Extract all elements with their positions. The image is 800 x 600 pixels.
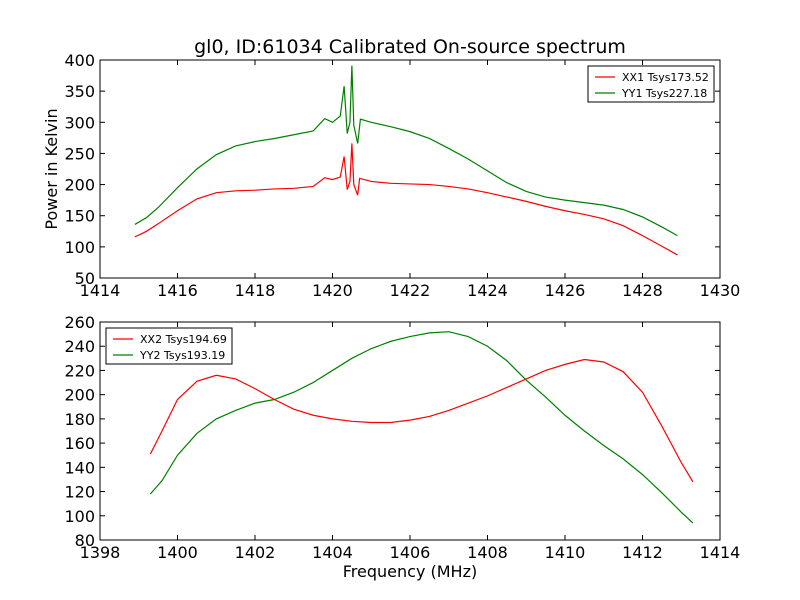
bottom-x-tick-label: 1404	[312, 543, 353, 562]
top-x-tick-label: 1430	[700, 281, 741, 300]
top-y-tick-label: 200	[64, 176, 95, 195]
top-x-tick-label: 1424	[467, 281, 508, 300]
top-series-line-1	[134, 143, 678, 256]
top-y-tick-label: 250	[64, 144, 95, 163]
bottom-y-tick-label: 120	[64, 483, 95, 502]
top-y-tick-label: 150	[64, 207, 95, 226]
top-legend-label-2: YY1 Tsys227.18	[621, 87, 707, 100]
chart-title: gl0, ID:61034 Calibrated On-source spect…	[194, 36, 626, 58]
top-y-tick-label: 300	[64, 113, 95, 132]
bottom-series-line-2	[149, 331, 694, 524]
bottom-series-line-1	[149, 358, 694, 483]
top-y-axis-label: Power in Kelvin	[42, 108, 61, 229]
bottom-legend-label-2: YY2 Tsys193.19	[139, 349, 225, 362]
bottom-y-tick-label: 260	[64, 313, 95, 332]
top-y-tick-label: 350	[64, 82, 95, 101]
bottom-y-tick-label: 80	[75, 531, 95, 550]
bottom-x-tick-label: 1410	[545, 543, 586, 562]
bottom-x-tick-label: 1414	[700, 543, 741, 562]
bottom-y-tick-label: 160	[64, 434, 95, 453]
bottom-y-tick-label: 100	[64, 507, 95, 526]
top-y-tick-label: 100	[64, 238, 95, 257]
top-x-tick-label: 1420	[312, 281, 353, 300]
bottom-y-tick-label: 220	[64, 361, 95, 380]
top-x-tick-label: 1418	[235, 281, 276, 300]
bottom-x-tick-label: 1398	[80, 543, 121, 562]
top-x-tick-label: 1428	[622, 281, 663, 300]
top-legend: XX1 Tsys173.52 YY1 Tsys227.18	[587, 65, 715, 103]
top-y-tick-label: 400	[64, 51, 95, 70]
bottom-y-tick-label: 140	[64, 458, 95, 477]
top-x-tick-label: 1416	[157, 281, 198, 300]
bottom-legend-box	[105, 327, 233, 365]
top-x-tick-label: 1426	[545, 281, 586, 300]
top-plot-panel: 1414 1416 1418 1420 1422 1424 1426 1428 1430 50 10…	[64, 51, 740, 300]
top-legend-label-1: XX1 Tsys173.52	[622, 71, 709, 84]
bottom-legend: XX2 Tsys194.69 YY2 Tsys193.19	[105, 327, 233, 365]
bottom-y-tick-label: 180	[64, 410, 95, 429]
bottom-y-tick-label: 240	[64, 337, 95, 356]
bottom-x-tick-label: 1402	[235, 543, 276, 562]
bottom-plot-panel: 1398 1400 1402 1404 1406 1408 1410 1412 1414 80 10…	[64, 313, 740, 562]
bottom-legend-label-1: XX2 Tsys194.69	[140, 333, 227, 346]
bottom-x-tick-label: 1406	[390, 543, 431, 562]
bottom-x-axis-label: Frequency (MHz)	[343, 562, 477, 581]
bottom-x-tick-label: 1400	[157, 543, 198, 562]
top-legend-box	[587, 65, 715, 103]
top-y-tick-label: 50	[75, 269, 95, 288]
bottom-y-tick-label: 200	[64, 386, 95, 405]
bottom-x-tick-label: 1408	[467, 543, 508, 562]
top-series-line-2	[134, 65, 678, 237]
bottom-x-tick-label: 1412	[622, 543, 663, 562]
top-x-tick-label: 1422	[390, 281, 431, 300]
top-x-tick-label: 1414	[80, 281, 121, 300]
